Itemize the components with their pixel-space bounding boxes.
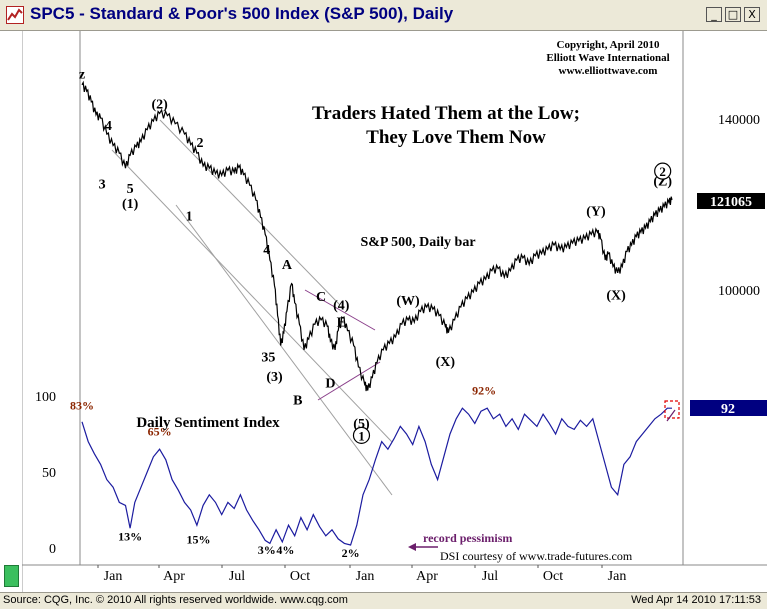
record-pessimism-label: record pessimism [423, 531, 512, 545]
sentiment-percent-label: 92% [472, 383, 496, 397]
window-title: SPC5 - Standard & Poor's 500 Index (S&P … [30, 4, 454, 23]
channel-line [175, 204, 393, 496]
wave-label: 5 [127, 182, 134, 197]
sentiment-labels: 83% 65% 92% 13% 15% 3% 4% 2% [70, 383, 496, 560]
channel-lines [111, 119, 393, 496]
sentiment-percent-label: 83% [70, 399, 94, 413]
wave-label: 3 [99, 178, 106, 193]
x-tick-label: Oct [290, 569, 310, 584]
copyright-line-3: www.elliottwave.com [559, 65, 658, 77]
x-tick-label: Jan [608, 569, 627, 584]
chart-title-line-1: Traders Hated Them at the Low; [312, 103, 580, 124]
wave-label: 35 [261, 351, 275, 366]
wave-label: B [293, 393, 302, 408]
sentiment-percent-label: 65% [148, 425, 172, 439]
channel-line [111, 149, 393, 443]
sentiment-percent-label: 2% [342, 546, 360, 560]
sentiment-tick-label: 0 [49, 542, 56, 557]
x-tick-label: Jan [356, 569, 375, 584]
circled-wave-marker [352, 426, 371, 444]
price-last-value-box [697, 193, 765, 209]
wave-label: D [325, 376, 335, 391]
sentiment-tick-label: 100 [35, 390, 56, 405]
wave-label: (3) [266, 370, 283, 385]
record-pessimism-arrowhead [408, 543, 416, 551]
wave-label: C [316, 290, 326, 305]
dsi-credit: DSI courtesy of www.trade-futures.com [440, 549, 633, 563]
minimize-button[interactable]: _ [706, 7, 722, 22]
sentiment-last-value: 92 [721, 402, 735, 417]
wave-label: (Y) [586, 204, 606, 219]
price-series-line [81, 80, 673, 392]
sentiment-last-value-box [690, 400, 767, 416]
sentiment-current-marker [664, 400, 680, 419]
sentiment-percent-label: 4% [276, 543, 294, 557]
chart-subtitle: S&P 500, Daily bar [360, 235, 475, 250]
x-tick-label: Jul [229, 569, 245, 584]
status-source: Source: CQG, Inc. © 2010 All rights rese… [3, 594, 348, 606]
sentiment-series-line [81, 407, 672, 546]
wave-label: (2) [151, 98, 168, 113]
triangle-line [304, 289, 376, 331]
left-scroll-strip [0, 31, 23, 592]
wave-label: (4) [333, 299, 350, 314]
wave-label: A [282, 258, 293, 273]
x-tick-label: Apr [163, 569, 185, 584]
sentiment-percent-label: 15% [186, 532, 210, 546]
price-axis: 100000 140000 [718, 113, 760, 299]
triangle-lines [304, 289, 381, 401]
wave-label: (X) [606, 289, 626, 304]
wave-label: (1) [122, 197, 139, 212]
sentiment-tick-label: 50 [42, 466, 56, 481]
wave-label: (W) [396, 294, 420, 309]
x-tick-label: Apr [416, 569, 438, 584]
triangle-line [317, 361, 381, 401]
channel-line [159, 119, 341, 306]
copyright-line-2: Elliott Wave International [546, 52, 669, 64]
wave-label: z [79, 68, 85, 83]
circled-wave-marker [654, 162, 672, 180]
sentiment-percent-label: 3% [258, 543, 276, 557]
status-timestamp: Wed Apr 14 2010 17:11:53 [631, 594, 761, 606]
x-tick-label: Jul [482, 569, 498, 584]
wave-label: 4 [263, 243, 270, 258]
wave-label: 1 [186, 210, 193, 225]
price-last-value: 121065 [710, 195, 752, 210]
status-bar: Source: CQG, Inc. © 2010 All rights rese… [0, 592, 767, 609]
scroll-handle[interactable] [4, 565, 19, 587]
circled-wave-label: 2 [659, 164, 666, 179]
x-tick-label: Oct [543, 569, 563, 584]
wave-label: 2 [197, 136, 204, 151]
close-button[interactable]: X [744, 7, 760, 22]
title-bar: SPC5 - Standard & Poor's 500 Index (S&P … [0, 0, 767, 31]
chart-app-icon [6, 6, 24, 24]
sentiment-percent-label: 13% [118, 529, 142, 543]
sentiment-arrow [666, 409, 676, 422]
sentiment-axis: 0 50 100 [35, 390, 56, 557]
price-tick-label: 100000 [718, 284, 760, 299]
x-axis: Jan Apr Jul Oct Jan Apr Jul Oct Jan [97, 565, 627, 584]
wave-label: E [337, 316, 346, 331]
wave-label: (X) [436, 355, 456, 370]
maximize-button[interactable]: □ [725, 7, 741, 22]
wave-label: 4 [105, 119, 112, 134]
chart-title-line-2: They Love Them Now [366, 127, 546, 148]
price-tick-label: 140000 [718, 113, 760, 128]
sentiment-title: Daily Sentiment Index [136, 415, 280, 431]
copyright-line-1: Copyright, April 2010 [557, 39, 660, 51]
circled-wave-label: 1 [358, 428, 365, 443]
x-tick-label: Jan [104, 569, 123, 584]
